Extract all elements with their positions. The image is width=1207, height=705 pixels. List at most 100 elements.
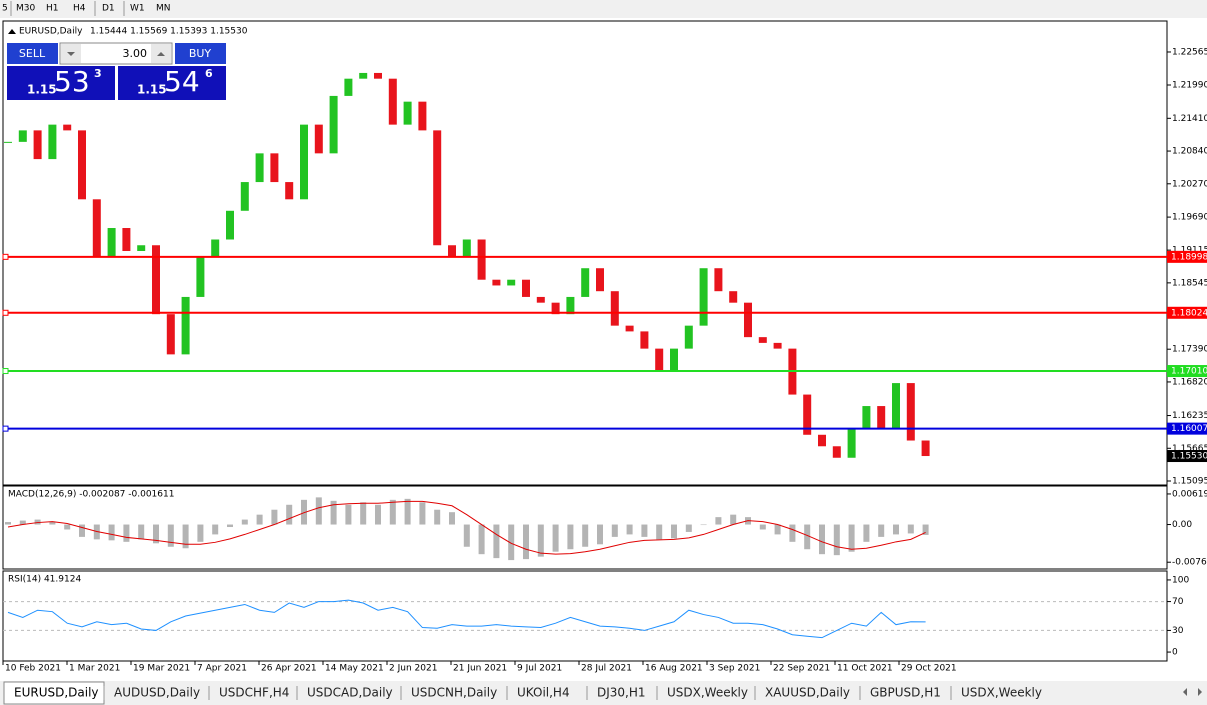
tab-scroll-left[interactable]: [1183, 688, 1187, 696]
macd-bar: [286, 504, 293, 525]
candle: [359, 72, 368, 79]
buy-button[interactable]: [175, 43, 226, 64]
candle: [344, 78, 353, 96]
timeframe-button[interactable]: M30: [16, 4, 35, 14]
candle: [566, 296, 575, 315]
macd-title: MACD(12,26,9) -0.002087 -0.001611: [8, 490, 174, 500]
x-tick-label: 11 Oct 2021: [837, 664, 893, 674]
y-tick-label: 70: [1172, 597, 1184, 607]
ask-pips: 54: [164, 65, 200, 98]
timeframe-button[interactable]: 5: [2, 4, 8, 14]
macd-bar: [345, 504, 352, 525]
candle: [285, 182, 294, 200]
macd-bar: [789, 524, 796, 542]
ask-box[interactable]: [118, 66, 226, 100]
tab[interactable]: UKOil,H4: [517, 686, 570, 700]
ohlc: 1.15444 1.15569 1.15393 1.15530: [90, 27, 248, 37]
ask-big: 1.15: [137, 83, 167, 97]
y-tick-label: 1.21990: [1172, 81, 1207, 91]
tab-scroll-right[interactable]: [1198, 688, 1202, 696]
level-label: 1.16007: [1171, 424, 1207, 434]
candle: [536, 296, 545, 303]
candle: [699, 268, 708, 326]
candle: [655, 348, 664, 372]
y-tick-label: 100: [1172, 575, 1189, 585]
candle: [211, 239, 220, 257]
candle: [832, 446, 841, 458]
sell-button[interactable]: [7, 43, 58, 64]
y-tick-label: 1.20270: [1172, 179, 1207, 189]
tab[interactable]: DJ30,H1: [597, 686, 646, 700]
bid-box[interactable]: [7, 66, 115, 100]
bid-big: 1.15: [27, 83, 57, 97]
candle: [107, 228, 116, 257]
timeframe-button[interactable]: H1: [46, 4, 59, 14]
candle: [551, 302, 560, 315]
candle: [4, 141, 12, 143]
macd-bar: [907, 524, 914, 534]
candle: [388, 78, 397, 125]
tab[interactable]: EURUSD,Daily: [14, 686, 99, 700]
level-handle: [2, 368, 9, 375]
x-tick-label: 26 Apr 2021: [261, 664, 317, 674]
macd-bar: [182, 524, 189, 549]
tab[interactable]: USDCAD,Daily: [307, 686, 393, 700]
candle: [818, 434, 826, 447]
candle: [196, 256, 205, 297]
macd-bar: [656, 524, 663, 540]
y-tick-label: 1.18545: [1172, 278, 1207, 288]
macd-bar: [419, 502, 426, 525]
tab[interactable]: USDX,Weekly: [961, 686, 1042, 700]
y-tick-label: 0.00: [1172, 520, 1192, 530]
macd-bar: [508, 524, 515, 561]
lots-box[interactable]: [59, 42, 173, 65]
collapse-arrow: [8, 29, 16, 34]
tab[interactable]: GBPUSD,H1: [870, 686, 941, 700]
macd-bar: [700, 524, 707, 526]
x-tick-label: 28 Jul 2021: [581, 664, 632, 674]
macd-bar: [449, 512, 455, 525]
macd-bar: [582, 524, 589, 547]
chart-header: EURUSD,Daily: [19, 27, 83, 37]
level-handle: [2, 309, 9, 316]
x-tick-label: 3 Sep 2021: [709, 664, 760, 674]
macd-bar: [153, 524, 159, 544]
x-tick-label: 9 Jul 2021: [517, 664, 562, 674]
macd-bar: [774, 524, 781, 535]
timeframe-button[interactable]: D1: [102, 4, 115, 14]
candle: [877, 406, 886, 430]
level-label: 1.18998: [1171, 252, 1207, 262]
candle: [892, 383, 900, 430]
y-tick-label: 1.17390: [1172, 345, 1207, 355]
candle: [181, 296, 190, 355]
tab[interactable]: USDCNH,Daily: [411, 686, 497, 700]
timeframe-button[interactable]: W1: [130, 4, 145, 14]
macd-bar: [434, 509, 441, 525]
tab[interactable]: USDCHF,H4: [219, 686, 289, 700]
level-label: 1.18024: [1171, 308, 1207, 318]
trade-panel: SELL 3.00 BUY 1.15 53 3 1.15 54 6: [7, 42, 226, 100]
macd-bar: [5, 522, 11, 525]
timeframe-button[interactable]: H4: [73, 4, 86, 14]
price-tag: [1167, 450, 1207, 463]
level-tag: [1167, 250, 1207, 263]
tab[interactable]: USDX,Weekly: [667, 686, 748, 700]
candle: [33, 130, 42, 160]
tab[interactable]: XAUUSD,Daily: [765, 686, 850, 700]
macd-bar: [715, 517, 722, 525]
x-tick-label: 14 May 2021: [325, 664, 384, 674]
candle: [122, 228, 131, 251]
level-tag: [1167, 422, 1207, 435]
candle: [581, 268, 590, 297]
macd-bar: [108, 524, 115, 541]
tab[interactable]: AUDUSD,Daily: [114, 686, 200, 700]
macd-bar: [123, 524, 130, 542]
rsi-line: [7, 599, 926, 639]
sell-label: SELL: [19, 47, 46, 60]
timeframe-button[interactable]: MN: [156, 4, 171, 14]
candle: [255, 153, 264, 183]
x-tick-label: 29 Oct 2021: [901, 664, 957, 674]
y-tick-label: 0: [1172, 648, 1178, 658]
candle: [610, 291, 619, 326]
